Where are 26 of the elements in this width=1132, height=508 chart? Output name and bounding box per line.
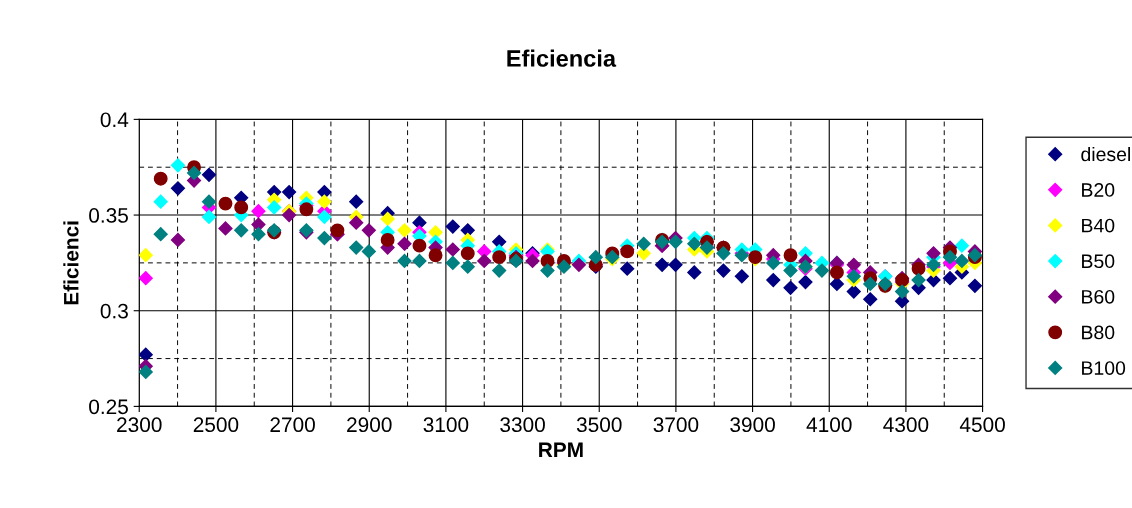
x-tick-label: 4300: [883, 417, 929, 433]
legend-label: B60: [1082, 289, 1115, 304]
y-tick-label: 0.25: [89, 399, 128, 415]
x-tick-label: 3100: [423, 417, 469, 433]
y-axis-title: Eficienci: [63, 221, 79, 305]
x-tick-label: 2300: [117, 417, 162, 433]
x-tick-label: 3900: [730, 417, 775, 433]
x-tick-label: 3300: [500, 417, 545, 433]
y-tick-label: 0.4: [100, 112, 129, 128]
x-axis-title: RPM: [539, 442, 583, 457]
x-tick-label: 2700: [270, 417, 315, 433]
x-tick-label: 4100: [806, 417, 852, 433]
legend-label: B80: [1082, 325, 1115, 340]
x-tick-label: 4500: [959, 417, 1005, 433]
x-tick-label: 2500: [193, 417, 239, 433]
legend-label: B20: [1082, 183, 1115, 197]
legend-label: diesel: [1081, 146, 1130, 162]
x-tick-label: 3500: [576, 417, 622, 433]
legend-label: B100: [1082, 361, 1126, 375]
legend-label: B50: [1082, 254, 1115, 269]
y-tick-label: 0.3: [100, 303, 128, 319]
y-tick-label: 0.35: [89, 208, 128, 223]
x-tick-label: 2900: [347, 417, 392, 433]
legend-label: B40: [1082, 218, 1115, 233]
chart-title: Eficiencia: [507, 49, 617, 67]
x-tick-label: 3700: [653, 417, 699, 433]
